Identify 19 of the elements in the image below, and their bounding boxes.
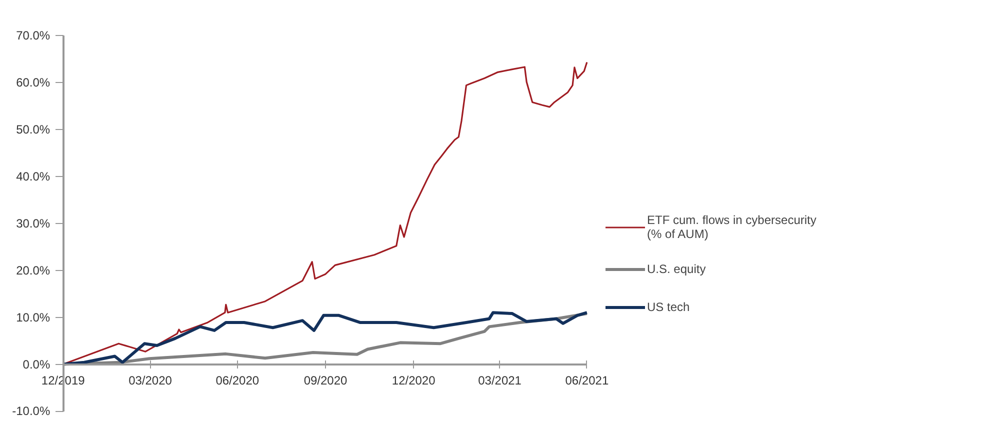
y-tick-label: 50.0% bbox=[16, 122, 50, 136]
legend-label: US tech bbox=[647, 300, 690, 314]
x-tick-label: 03/2020 bbox=[128, 373, 172, 388]
x-tick-label: 06/2020 bbox=[216, 373, 260, 388]
y-tick-label: 30.0% bbox=[16, 216, 50, 230]
x-tick-label: 03/2021 bbox=[478, 373, 522, 388]
x-tick-label: 12/2020 bbox=[392, 373, 436, 388]
legend-label: U.S. equity bbox=[647, 262, 706, 276]
x-tick-label: 09/2020 bbox=[304, 373, 348, 388]
legend-label: ETF cum. flows in cybersecurity (% of AUM) bbox=[647, 213, 816, 241]
y-tick-label: 40.0% bbox=[16, 169, 50, 184]
y-tick-label: 20.0% bbox=[16, 263, 50, 278]
y-tick-label: 0.0% bbox=[22, 357, 50, 372]
y-tick-label: 10.0% bbox=[16, 310, 50, 324]
y-tick-label: 70.0% bbox=[16, 28, 50, 43]
x-tick-label: 06/2021 bbox=[565, 373, 609, 388]
y-tick-label: 60.0% bbox=[16, 75, 50, 90]
y-tick-label: -10.0% bbox=[12, 404, 50, 418]
x-tick-label: 12/2019 bbox=[41, 373, 86, 388]
